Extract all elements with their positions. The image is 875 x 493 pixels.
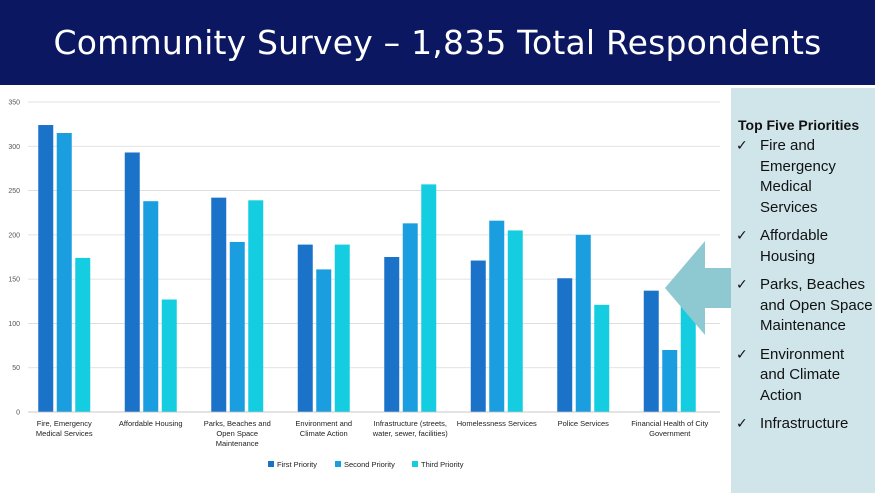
bar	[297, 244, 313, 412]
y-tick-label: 200	[8, 232, 20, 239]
legend-swatch	[335, 461, 341, 467]
x-tick-label-line: Financial Health of City	[631, 419, 708, 428]
priority-item: ✓ Fire and Emergency Medical Services	[736, 136, 873, 218]
bar	[507, 230, 523, 412]
bar	[211, 197, 227, 412]
legend-label: Third Priority	[421, 460, 464, 469]
y-tick-label: 100	[8, 321, 20, 328]
x-tick-label-line: Government	[649, 429, 691, 438]
slide-header: Community Survey – 1,835 Total Responden…	[0, 0, 875, 85]
slide-title: Community Survey – 1,835 Total Responden…	[53, 23, 822, 62]
y-tick-label: 50	[12, 365, 20, 372]
priority-item-label: Environment and Climate Action	[760, 345, 845, 404]
bar	[470, 260, 486, 412]
bar	[489, 220, 505, 412]
check-icon: ✓	[736, 228, 748, 244]
y-tick-label: 150	[8, 277, 20, 284]
bar	[124, 152, 140, 412]
y-tick-label: 0	[16, 410, 20, 417]
bar	[56, 133, 72, 412]
check-icon: ✓	[736, 138, 748, 154]
x-tick-label: Fire, Emergency Medical Services	[36, 419, 93, 438]
bar	[161, 299, 177, 412]
panel-title: Top Five Priorities	[738, 117, 860, 133]
x-tick-label-line: Maintenance	[216, 439, 259, 448]
check-icon: ✓	[736, 346, 748, 363]
bar	[38, 125, 54, 413]
bar-chart: 0 50 100 150 200 250 300 350 Fire, Emergency Medi…	[8, 100, 720, 469]
priorities-list: ✓ Fire and Emergency Medical Services ✓ Aff…	[736, 136, 873, 443]
check-icon: ✓	[736, 277, 748, 293]
x-tick-label: Homelessness Services	[457, 419, 537, 428]
bar	[75, 257, 91, 412]
bar	[662, 350, 678, 412]
y-tick-label: 250	[8, 188, 20, 195]
bar	[557, 278, 573, 412]
chart-area: 0 50 100 150 200 250 300 350 Fire, Emergency Medi…	[0, 85, 730, 493]
priority-item-label: Fire and Emergency Medical Services	[760, 137, 836, 216]
x-tick-label-line: Homelessness Services	[457, 419, 537, 428]
x-tick-label-line: Environment and	[295, 419, 352, 428]
check-icon: ✓	[736, 416, 748, 432]
bar	[334, 244, 350, 412]
bar	[143, 201, 159, 412]
x-tick-label-line: Parks, Beaches and	[204, 419, 271, 428]
bar	[402, 223, 418, 412]
priority-item-label: Affordable Housing	[760, 227, 829, 265]
x-tick-label: Parks, Beaches and Open Space Maintenance	[204, 419, 271, 448]
legend-swatch	[412, 461, 418, 467]
priority-item: ✓ Affordable Housing	[736, 226, 873, 267]
bar	[384, 257, 400, 412]
x-tick-label: Infrastructure (streets, water, sewer, fa…	[372, 419, 449, 438]
bar	[575, 234, 591, 412]
x-tick-label-line: Medical Services	[36, 429, 93, 438]
priority-item: ✓ Infrastructure	[736, 414, 873, 435]
x-tick-label: Environment and Climate Action	[295, 419, 352, 438]
y-tick-label: 350	[8, 100, 20, 107]
x-tick-label-line: Infrastructure (streets,	[374, 419, 447, 428]
bar	[229, 241, 245, 412]
legend-label: First Priority	[277, 460, 317, 469]
bar	[594, 304, 610, 412]
bar	[316, 269, 332, 412]
x-tick-label: Police Services	[558, 419, 610, 428]
x-tick-label-line: Police Services	[558, 419, 610, 428]
bar	[643, 290, 659, 412]
priority-item-label: Infrastructure	[760, 415, 849, 432]
x-tick-label-line: Climate Action	[300, 429, 348, 438]
bar	[680, 303, 696, 412]
x-tick-label-line: water, sewer, facilities)	[372, 429, 449, 438]
priority-item-label: Parks, Beaches and Open Space Maintenanc…	[760, 276, 873, 334]
priority-item: ✓ Environment and Climate Action	[736, 345, 873, 407]
priority-item: ✓ Parks, Beaches and Open Space Maintenan…	[736, 275, 873, 337]
x-tick-label-line: Affordable Housing	[119, 419, 183, 428]
x-tick-label: Financial Health of City Government	[631, 419, 708, 438]
legend-swatch	[268, 461, 274, 467]
x-tick-label-line: Open Space	[216, 429, 258, 438]
y-tick-label: 300	[8, 144, 20, 151]
bar	[421, 184, 437, 412]
x-tick-label-line: Fire, Emergency	[37, 419, 92, 428]
x-tick-label: Affordable Housing	[119, 419, 183, 428]
bar	[248, 200, 264, 412]
priorities-panel: Top Five Priorities ✓ Fire and Emergency …	[731, 88, 875, 493]
legend-label: Second Priority	[344, 460, 395, 469]
